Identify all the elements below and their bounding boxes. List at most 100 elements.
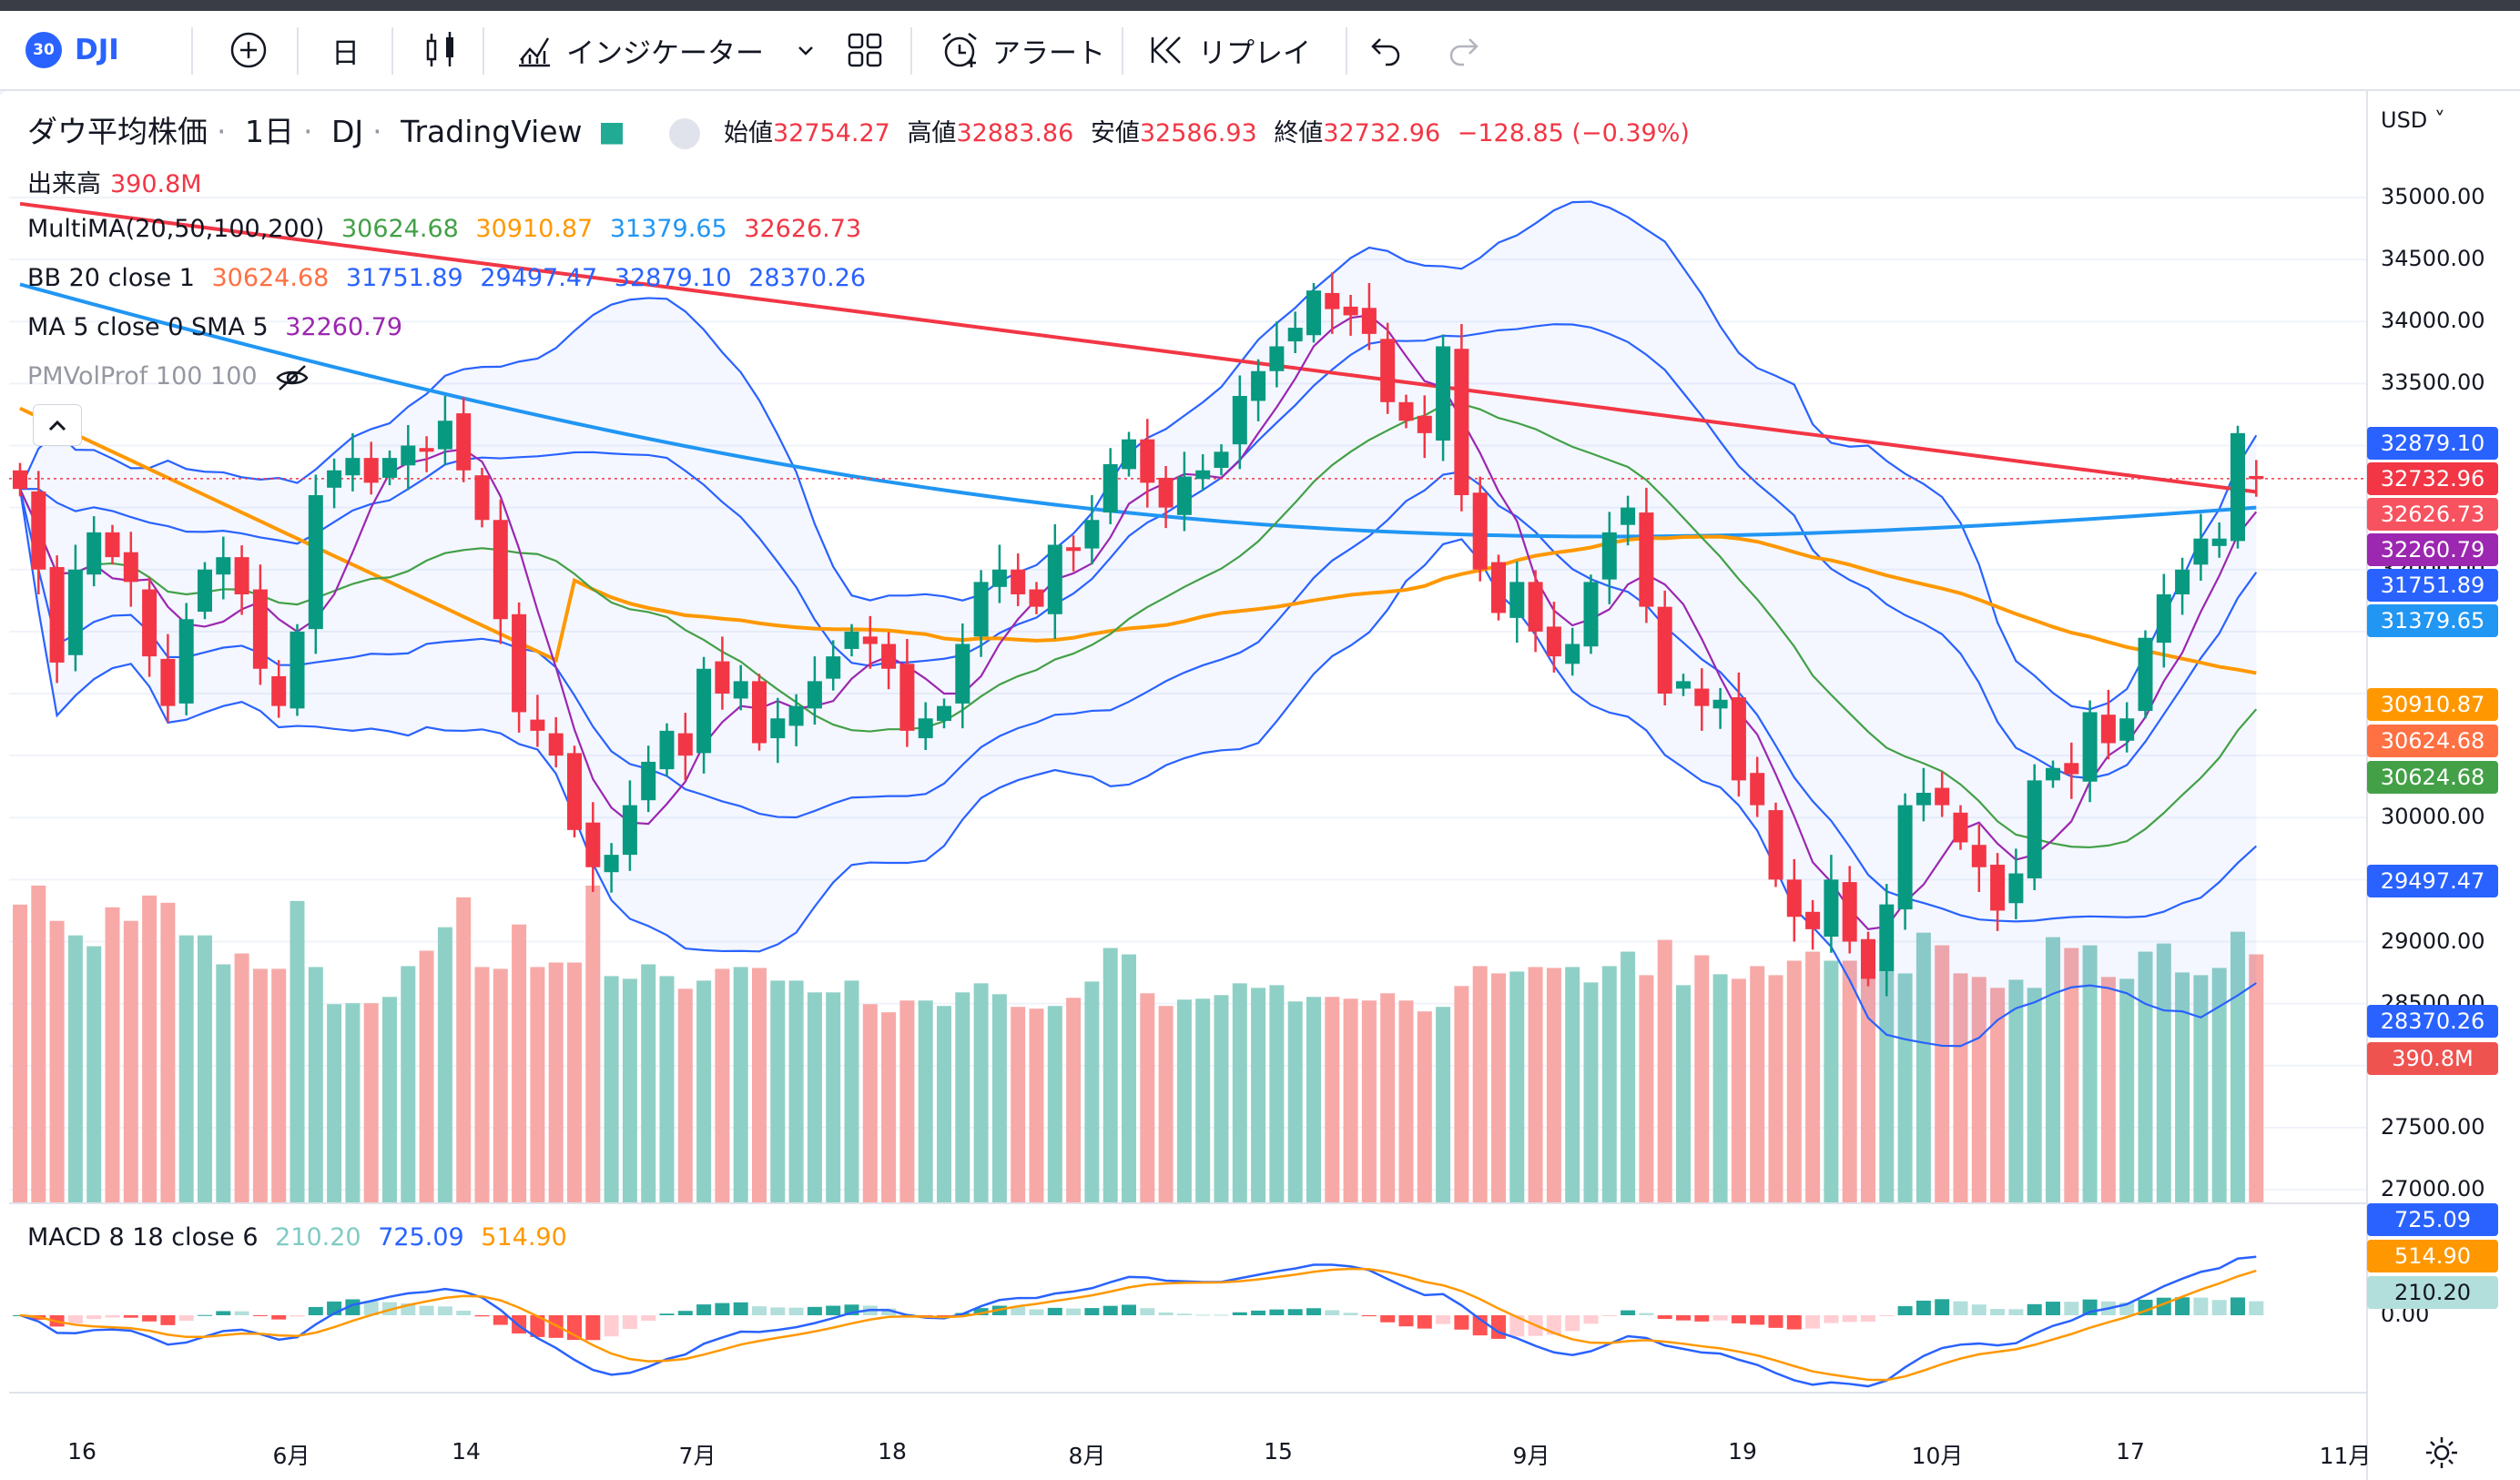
legend-exchange: DJ (331, 114, 364, 149)
macd-histogram-bar (1472, 1315, 1488, 1336)
macd-histogram-bar (1509, 1315, 1525, 1337)
candle-body (456, 413, 472, 471)
legend-interval: 1日 (245, 114, 294, 149)
candle-body (826, 656, 841, 679)
volume-bar (1897, 973, 1913, 1203)
macd-price-label: 514.90 (2367, 1240, 2498, 1272)
redo-button[interactable] (1446, 11, 1482, 89)
volume-bar (1915, 932, 1931, 1203)
candle-body (1454, 349, 1469, 495)
settings-gear-icon[interactable] (2423, 1434, 2460, 1471)
macd-histogram-bar (2211, 1300, 2227, 1315)
alert-button[interactable]: アラート (940, 11, 1105, 89)
macd-histogram-bar (1897, 1306, 1913, 1315)
candle-body (567, 753, 582, 830)
candle-body (308, 495, 323, 630)
interval-button[interactable]: 日 (331, 11, 360, 89)
macd-histogram-bar (234, 1311, 249, 1315)
candle-body (2193, 538, 2209, 565)
macd-histogram-bar (1824, 1315, 1839, 1323)
candle-body (1583, 582, 1599, 647)
volume-bar (1509, 971, 1525, 1203)
volume-bar (2082, 945, 2098, 1203)
candle-body (1639, 512, 1654, 607)
candle-body (1066, 547, 1082, 552)
macd-histogram-bar (1325, 1310, 1340, 1315)
compare-button[interactable] (229, 11, 268, 89)
candle-body (2027, 780, 2042, 879)
macd-histogram-bar (1676, 1315, 1691, 1321)
candle-body (1029, 589, 1044, 607)
price-tick: 34500.00 (2381, 246, 2485, 272)
candle-body (1214, 451, 1229, 469)
undo-button[interactable] (1367, 11, 1404, 89)
macd-histogram-bar (622, 1315, 637, 1330)
candle-body (807, 681, 822, 709)
symbol-search-button[interactable]: 30 DJI (25, 11, 119, 89)
volume-bar (198, 935, 212, 1203)
volume-label: 出来高 (27, 170, 101, 198)
replay-button[interactable]: リプレイ (1149, 11, 1311, 89)
volume-bar (142, 895, 158, 1203)
volume-bar (1491, 973, 1506, 1203)
legend-source: TradingView (401, 114, 583, 149)
candle-body (1935, 787, 1950, 806)
volume-bar (1694, 955, 1710, 1203)
macd-histogram-bar (271, 1315, 287, 1320)
macd-histogram-bar (2008, 1309, 2024, 1315)
volume-bar (86, 946, 102, 1203)
collapse-legend-button[interactable] (33, 404, 82, 446)
macd-histogram-bar (826, 1305, 841, 1315)
volume-bar (1398, 1000, 1414, 1203)
eye-hidden-icon[interactable] (274, 364, 310, 391)
candle-body (178, 619, 194, 704)
macd-histogram-bar (1953, 1301, 1968, 1315)
volume-bar (1805, 951, 1821, 1203)
candle-body (1805, 911, 1821, 929)
macd-histogram-bar (1546, 1315, 1561, 1335)
bb-v1: 30624.68 (211, 264, 330, 292)
volume-bar (1546, 968, 1561, 1203)
indicators-label: インジケーター (566, 36, 764, 70)
currency-selector[interactable]: USD ˅ (2381, 107, 2445, 133)
price-tick: 34000.00 (2381, 308, 2485, 334)
ma200-line (19, 201, 2257, 494)
volume-bar (1953, 973, 1968, 1203)
price-chart[interactable] (0, 91, 2520, 1480)
bb-v2: 31751.89 (345, 264, 463, 292)
macd-histogram-bar (2046, 1302, 2060, 1315)
volume-bar (1343, 998, 1358, 1203)
macd-histogram-bar (1158, 1312, 1174, 1315)
time-tick: 9月 (1512, 1443, 1550, 1469)
chart-type-button[interactable] (422, 11, 459, 89)
time-tick: 16 (67, 1438, 97, 1465)
volume-bar (733, 967, 748, 1203)
macd-histogram-bar (530, 1315, 545, 1337)
legend-toggle-icon[interactable] (668, 117, 700, 149)
price-label: 30910.87 (2367, 688, 2498, 721)
close-label: 終値 (1274, 119, 1324, 147)
macd-histogram-bar (86, 1315, 102, 1320)
macd-histogram-bar (1029, 1309, 1044, 1315)
volume-bar (2230, 931, 2245, 1203)
volume-bar (826, 992, 841, 1203)
price-tick: 33500.00 (2381, 370, 2485, 396)
indicators-button[interactable]: インジケーター (515, 11, 817, 89)
candle-body (1417, 415, 1432, 433)
macd-price-label: 725.09 (2367, 1203, 2498, 1236)
candle-body (31, 491, 46, 570)
macd-signal-line (19, 1267, 2257, 1382)
macd-price-label: 210.20 (2367, 1276, 2498, 1309)
candle-body (1380, 339, 1396, 402)
volume-bar (2027, 988, 2042, 1203)
symbol-legend: ダウ平均株価 · 1日 · DJ · TradingView (27, 107, 709, 151)
layouts-button[interactable] (847, 11, 883, 89)
volume-bar (1417, 1011, 1432, 1203)
candle-body (733, 681, 748, 699)
candles-icon (426, 32, 453, 66)
macd-histogram-bar (1269, 1309, 1285, 1315)
macd-histogram-bar (1122, 1304, 1136, 1315)
macd-histogram-bar (844, 1304, 859, 1315)
macd-histogram-bar (1786, 1315, 1802, 1330)
price-label: 32879.10 (2367, 427, 2498, 460)
